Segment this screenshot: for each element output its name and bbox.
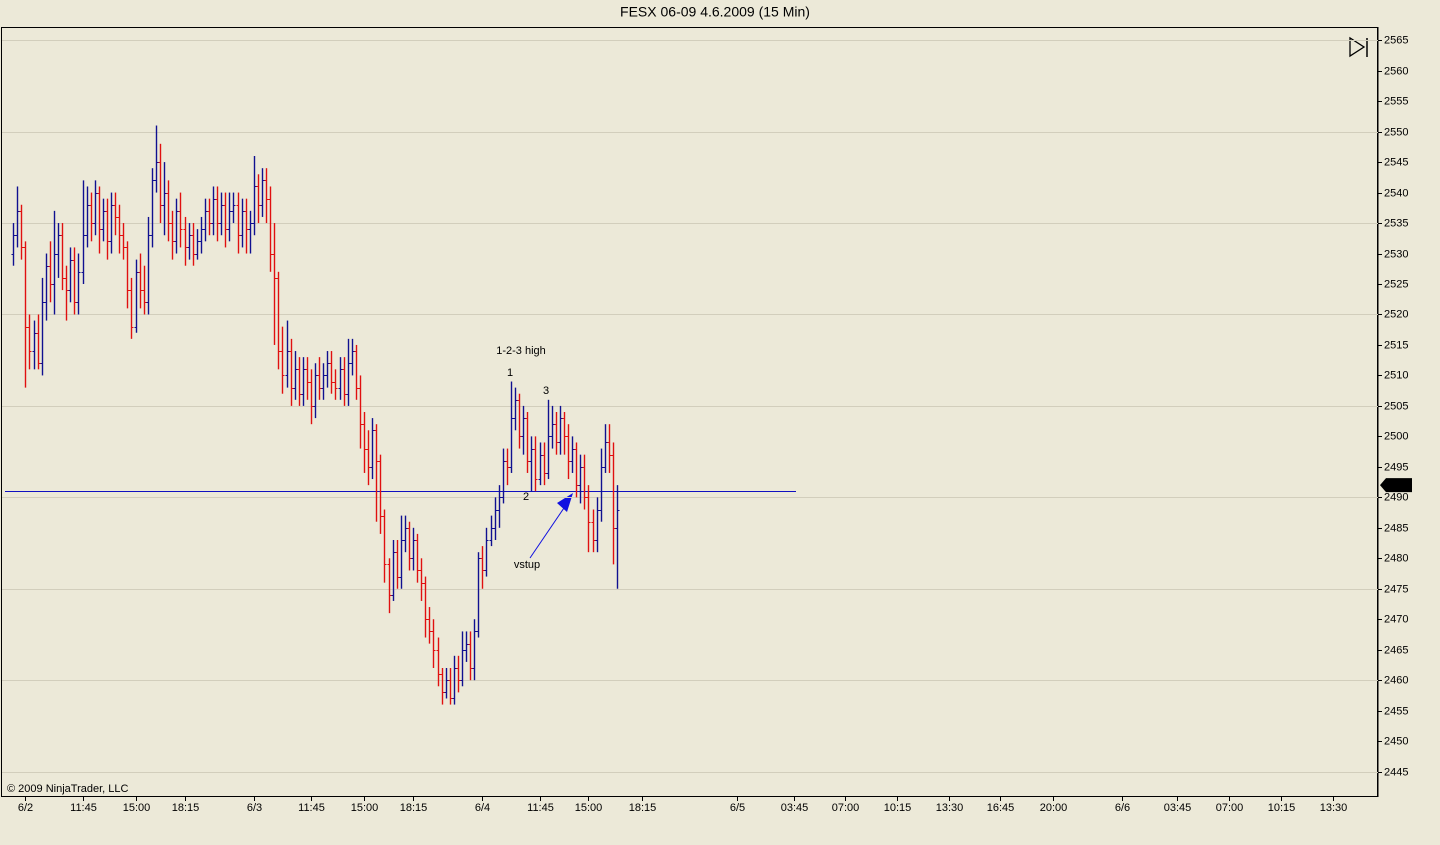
button-icon[interactable]	[1349, 36, 1366, 58]
y-tick-label: 2470	[1384, 613, 1408, 625]
x-tick-label: 15:00	[123, 802, 151, 814]
x-tick-label: 15:00	[575, 802, 603, 814]
x-tick-label: 18:15	[400, 802, 428, 814]
y-tick-label: 2465	[1384, 644, 1408, 656]
y-tick-label: 2475	[1384, 583, 1408, 595]
y-tick-label: 2560	[1384, 65, 1408, 77]
x-tick-label: 6/3	[247, 802, 262, 814]
annotation-arrow	[529, 504, 567, 559]
x-tick-label: 18:15	[629, 802, 657, 814]
last-price-label: 2492	[1387, 479, 1411, 491]
y-tick-label: 2510	[1384, 369, 1408, 381]
y-tick-label: 2545	[1384, 156, 1408, 168]
y-tick-label: 2515	[1384, 339, 1408, 351]
y-tick-label: 2555	[1384, 95, 1408, 107]
y-tick-label: 2565	[1384, 34, 1408, 46]
x-tick-label: 15:00	[351, 802, 379, 814]
price-bars	[11, 125, 620, 705]
y-tick-label: 2550	[1384, 126, 1408, 138]
y-tick-label: 2445	[1384, 766, 1408, 778]
x-tick-label: 07:00	[832, 802, 860, 814]
y-tick-label: 2525	[1384, 278, 1408, 290]
last-price-tag	[1380, 478, 1412, 493]
annotation: 1-2-3 high	[496, 345, 546, 357]
x-tick-label: 03:45	[1164, 802, 1192, 814]
annotation: 1	[507, 367, 513, 379]
y-tick-label: 2520	[1384, 308, 1408, 320]
x-tick-label: 07:00	[1216, 802, 1244, 814]
x-tick-label: 20:00	[1040, 802, 1068, 814]
x-tick-label: 16:45	[987, 802, 1015, 814]
y-tick-label: 2530	[1384, 248, 1408, 260]
y-tick-label: 2505	[1384, 400, 1408, 412]
x-tick-label: 10:15	[884, 802, 912, 814]
copyright: © 2009 NinjaTrader, LLC	[7, 783, 128, 795]
y-tick-label: 2485	[1384, 522, 1408, 534]
y-tick-label: 2535	[1384, 217, 1408, 229]
x-tick-label: 03:45	[781, 802, 809, 814]
x-tick-label: 11:45	[298, 802, 325, 814]
x-tick-label: 18:15	[172, 802, 200, 814]
y-tick-label: 2500	[1384, 430, 1408, 442]
annotation: vstup	[514, 559, 540, 571]
x-tick-label: 6/2	[18, 802, 33, 814]
y-tick-label: 2540	[1384, 187, 1408, 199]
x-tick-label: 6/6	[1115, 802, 1130, 814]
annotation: 3	[543, 385, 549, 397]
scroll-end-button[interactable]	[1346, 35, 1372, 59]
y-tick-label: 2480	[1384, 552, 1408, 564]
x-tick-label: 11:45	[70, 802, 97, 814]
x-tick-label: 6/5	[730, 802, 745, 814]
annotation: 2	[523, 491, 529, 503]
y-tick-label: 2490	[1384, 491, 1408, 503]
chart-title: FESX 06-09 4.6.2009 (15 Min)	[620, 4, 810, 20]
x-tick-label: 13:30	[1320, 802, 1348, 814]
y-tick-label: 2450	[1384, 735, 1408, 747]
x-tick-label: 10:15	[1268, 802, 1296, 814]
y-tick-label: 2460	[1384, 674, 1408, 686]
x-tick-label: 6/4	[475, 802, 490, 814]
y-tick-label: 2455	[1384, 705, 1408, 717]
y-tick-label: 2495	[1384, 461, 1408, 473]
x-tick-label: 13:30	[936, 802, 964, 814]
x-tick-label: 11:45	[527, 802, 554, 814]
